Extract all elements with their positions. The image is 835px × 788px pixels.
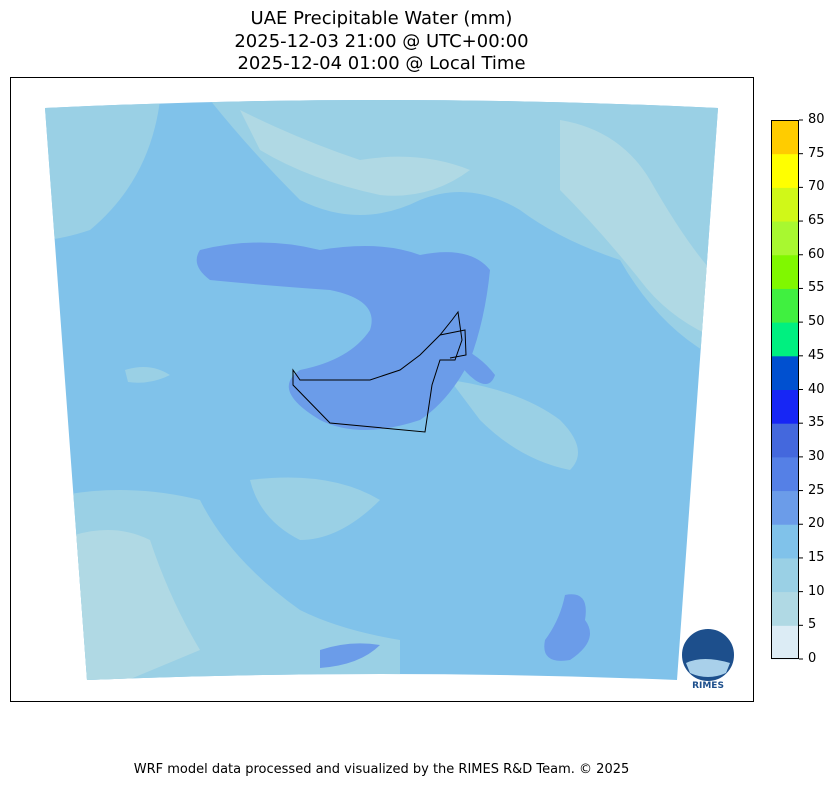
colorbar-tick-label: 55 — [808, 280, 825, 296]
colorbar-tick-label: 5 — [808, 617, 817, 633]
colorbar-tick-label: 20 — [808, 516, 825, 532]
colorbar-tick-label: 40 — [808, 381, 825, 397]
colorbar-tick-label: 45 — [808, 347, 825, 363]
colorbar — [771, 119, 803, 660]
colorbar-segment — [771, 355, 799, 390]
colorbar-segment — [771, 254, 799, 289]
footer-credit: WRF model data processed and visualized … — [133, 762, 630, 777]
colorbar-tick-label: 50 — [808, 314, 825, 330]
colorbar-segment — [771, 557, 799, 593]
pw-10-15 — [250, 477, 380, 540]
colorbar-segment — [771, 524, 799, 559]
pw-5-10 — [560, 120, 718, 340]
chart-title: UAE Precipitable Water (mm) — [250, 8, 513, 29]
colorbar-segment — [771, 490, 799, 525]
colorbar-segment — [771, 288, 799, 323]
pw-10-15 — [450, 380, 578, 470]
colorbar-segment — [771, 187, 799, 222]
pw-20-25 — [544, 594, 590, 661]
colorbar-tick-label: 0 — [808, 651, 817, 666]
colorbar-tick-label: 15 — [808, 549, 825, 565]
colorbar-tick-label: 30 — [808, 448, 825, 464]
colorbar-tick-label: 35 — [808, 415, 825, 431]
utc-time: 2025-12-03 21:00 @ UTC+00:00 — [234, 31, 529, 52]
pw-10-15 — [125, 366, 170, 383]
colorbar-tick-label: 10 — [808, 583, 825, 599]
colorbar-segment — [771, 591, 799, 626]
pw-field — [45, 100, 718, 680]
colorbar-segment — [771, 389, 799, 424]
rimes-logo: RIMES — [680, 627, 736, 691]
colorbar-tick-label: 25 — [808, 482, 825, 498]
oman-border — [439, 329, 467, 359]
colorbar-segment — [771, 153, 799, 188]
colorbar-tick-label: 65 — [808, 213, 825, 229]
colorbar-segment — [771, 625, 799, 660]
logo-text: RIMES — [692, 681, 724, 691]
colorbar-tick-label: 70 — [808, 179, 825, 195]
local-time: 2025-12-04 01:00 @ Local Time — [237, 53, 526, 74]
colorbar-frame — [771, 120, 799, 659]
colorbar-segment — [771, 423, 799, 458]
uae-boundary — [292, 310, 463, 433]
colorbar-tick-label: 60 — [808, 246, 825, 262]
pw-20-25 — [320, 643, 380, 668]
pw-5-10 — [240, 110, 470, 196]
pw-20-25 — [196, 242, 490, 430]
pw-10-15 — [45, 100, 160, 240]
colorbar-segment — [771, 221, 799, 256]
colorbar-tick-label: 75 — [808, 145, 825, 161]
colorbar-segment — [771, 322, 799, 357]
colorbar-tick-label: 80 — [808, 112, 825, 127]
colorbar-segment — [771, 456, 799, 492]
colorbar-segment — [771, 120, 799, 155]
